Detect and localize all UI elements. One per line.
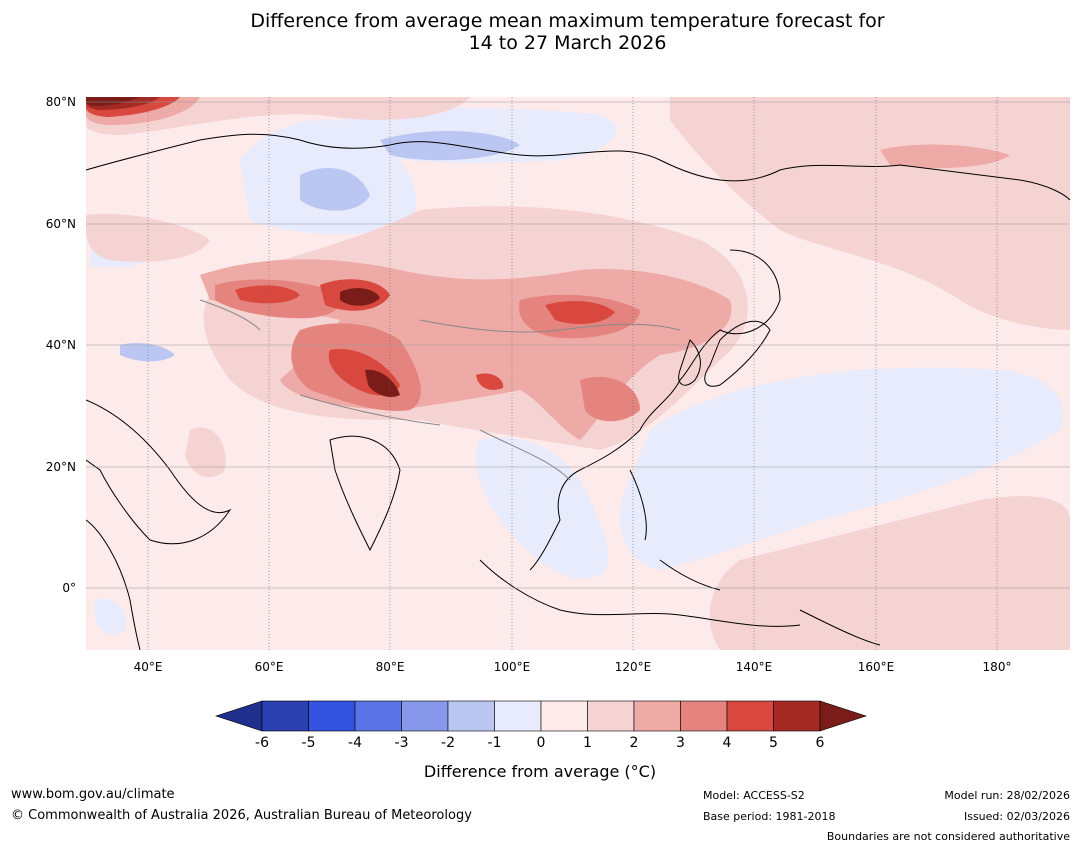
region-neg-anatolia [120,343,175,362]
colorbar-tick-label: -5 [302,735,316,751]
region-neg-east-africa [95,599,126,635]
japan-coast [704,320,771,387]
lat-label-20n: 20°N [46,460,76,474]
colorbar-tick-label: 4 [723,735,732,751]
region-pos-arabia [185,427,226,478]
colorbar-bin-6 [540,700,588,732]
region-neg-ob [300,167,370,211]
colorbar-bin-5 [494,700,542,732]
graticule [86,97,1070,650]
disclaimer-text: Boundaries are not considered authoritat… [826,830,1070,843]
anomaly-field [86,97,1070,650]
colorbar-bin-8 [633,700,681,732]
colorbar-bin-11 [773,700,821,732]
colorbar-tick-label: -2 [441,735,455,751]
colorbar-tick-label: 3 [676,735,685,751]
region-pos-altai-peak [340,288,380,306]
lon-label-180: 180° [983,660,1012,674]
lon-label-100e: 100°E [494,660,531,674]
colorbar-tick-label: 2 [630,735,639,751]
region-pos-chukotka [880,144,1010,168]
lon-axis-labels: 40°E 60°E 80°E 100°E 120°E 140°E 160°E 1… [134,660,1012,674]
region-pos-barents-peak [86,97,140,106]
region-pos-east-china [580,376,640,422]
title-line-2: 14 to 27 March 2026 [468,32,667,54]
indonesia-coast [479,559,801,627]
arabia-coast [86,399,232,545]
colorbar-bin-4 [447,700,495,732]
lon-label-80e: 80°E [376,660,405,674]
india-coast [329,435,401,552]
lon-label-140e: 140°E [736,660,773,674]
colorbar-bin-2 [354,700,402,732]
lon-label-40e: 40°E [134,660,163,674]
colorbar-bin-10 [726,700,774,732]
colorbar-tick-label: 6 [816,735,825,751]
colorbar-tick-label: -4 [348,735,362,751]
region-neg-taimyr [380,130,520,161]
colorbar-bin-1 [308,700,356,732]
region-pos-mongolia-core [545,300,615,324]
africa-coast [86,519,141,650]
lon-label-120e: 120°E [615,660,652,674]
colorbar-tick-label: 5 [769,735,778,751]
chart-title: Difference from average mean maximum tem… [0,10,1081,54]
colorbar-tick-label: -1 [488,735,502,751]
copyright-text: © Commonwealth of Australia 2026, Austra… [11,808,472,823]
lon-label-160e: 160°E [858,660,895,674]
website-link[interactable]: www.bom.gov.au/climate [11,787,175,802]
coastlines [86,133,1070,650]
colorbar-bin-9 [680,700,728,732]
colorbar-tick-label: -6 [255,735,269,751]
lat-label-40n: 40°N [46,338,76,352]
region-neg-pacific [620,367,1064,570]
colorbar-bin-7 [587,700,635,732]
colorbar-tick-label: 0 [537,735,546,751]
colorbar-label: Difference from average (°C) [424,762,656,781]
lat-label-0: 0° [62,581,76,595]
issued-text: Issued: 02/03/2026 [963,810,1070,823]
title-line-1: Difference from average mean maximum tem… [250,10,885,32]
lon-label-60e: 60°E [255,660,284,674]
colorbar-extend-low [215,700,263,732]
region-neg-indochina [476,437,609,579]
model-text: Model: ACCESS-S2 [703,789,805,802]
colorbar-extend-high [819,700,867,732]
colorbar-bin-3 [401,700,449,732]
region-pos-sichuan [476,373,504,390]
colorbar-tick-label: 1 [583,735,592,751]
lat-axis-labels: 80°N 60°N 40°N 20°N 0° [46,95,76,595]
region-pos-equatorial-pacific [709,496,1070,650]
lat-label-80n: 80°N [46,95,76,109]
base-period-text: Base period: 1981-2018 [703,810,836,823]
arctic-coastline [86,133,1070,201]
east-asia-coastline [529,249,781,571]
region-pos-kazakh-core [235,285,300,304]
colorbar: -6 -5 -4 -3 -2 -1 0 1 2 3 4 5 6 [215,700,867,751]
country-borders [199,299,681,481]
model-run-text: Model run: 28/02/2026 [944,789,1070,802]
lat-label-60n: 60°N [46,217,76,231]
korea-coast [678,339,701,386]
colorbar-bin-0 [261,700,309,732]
region-pos-volga [86,213,210,262]
colorbar-tick-label: -3 [395,735,409,751]
region-pos-tibet-peak [365,369,400,397]
